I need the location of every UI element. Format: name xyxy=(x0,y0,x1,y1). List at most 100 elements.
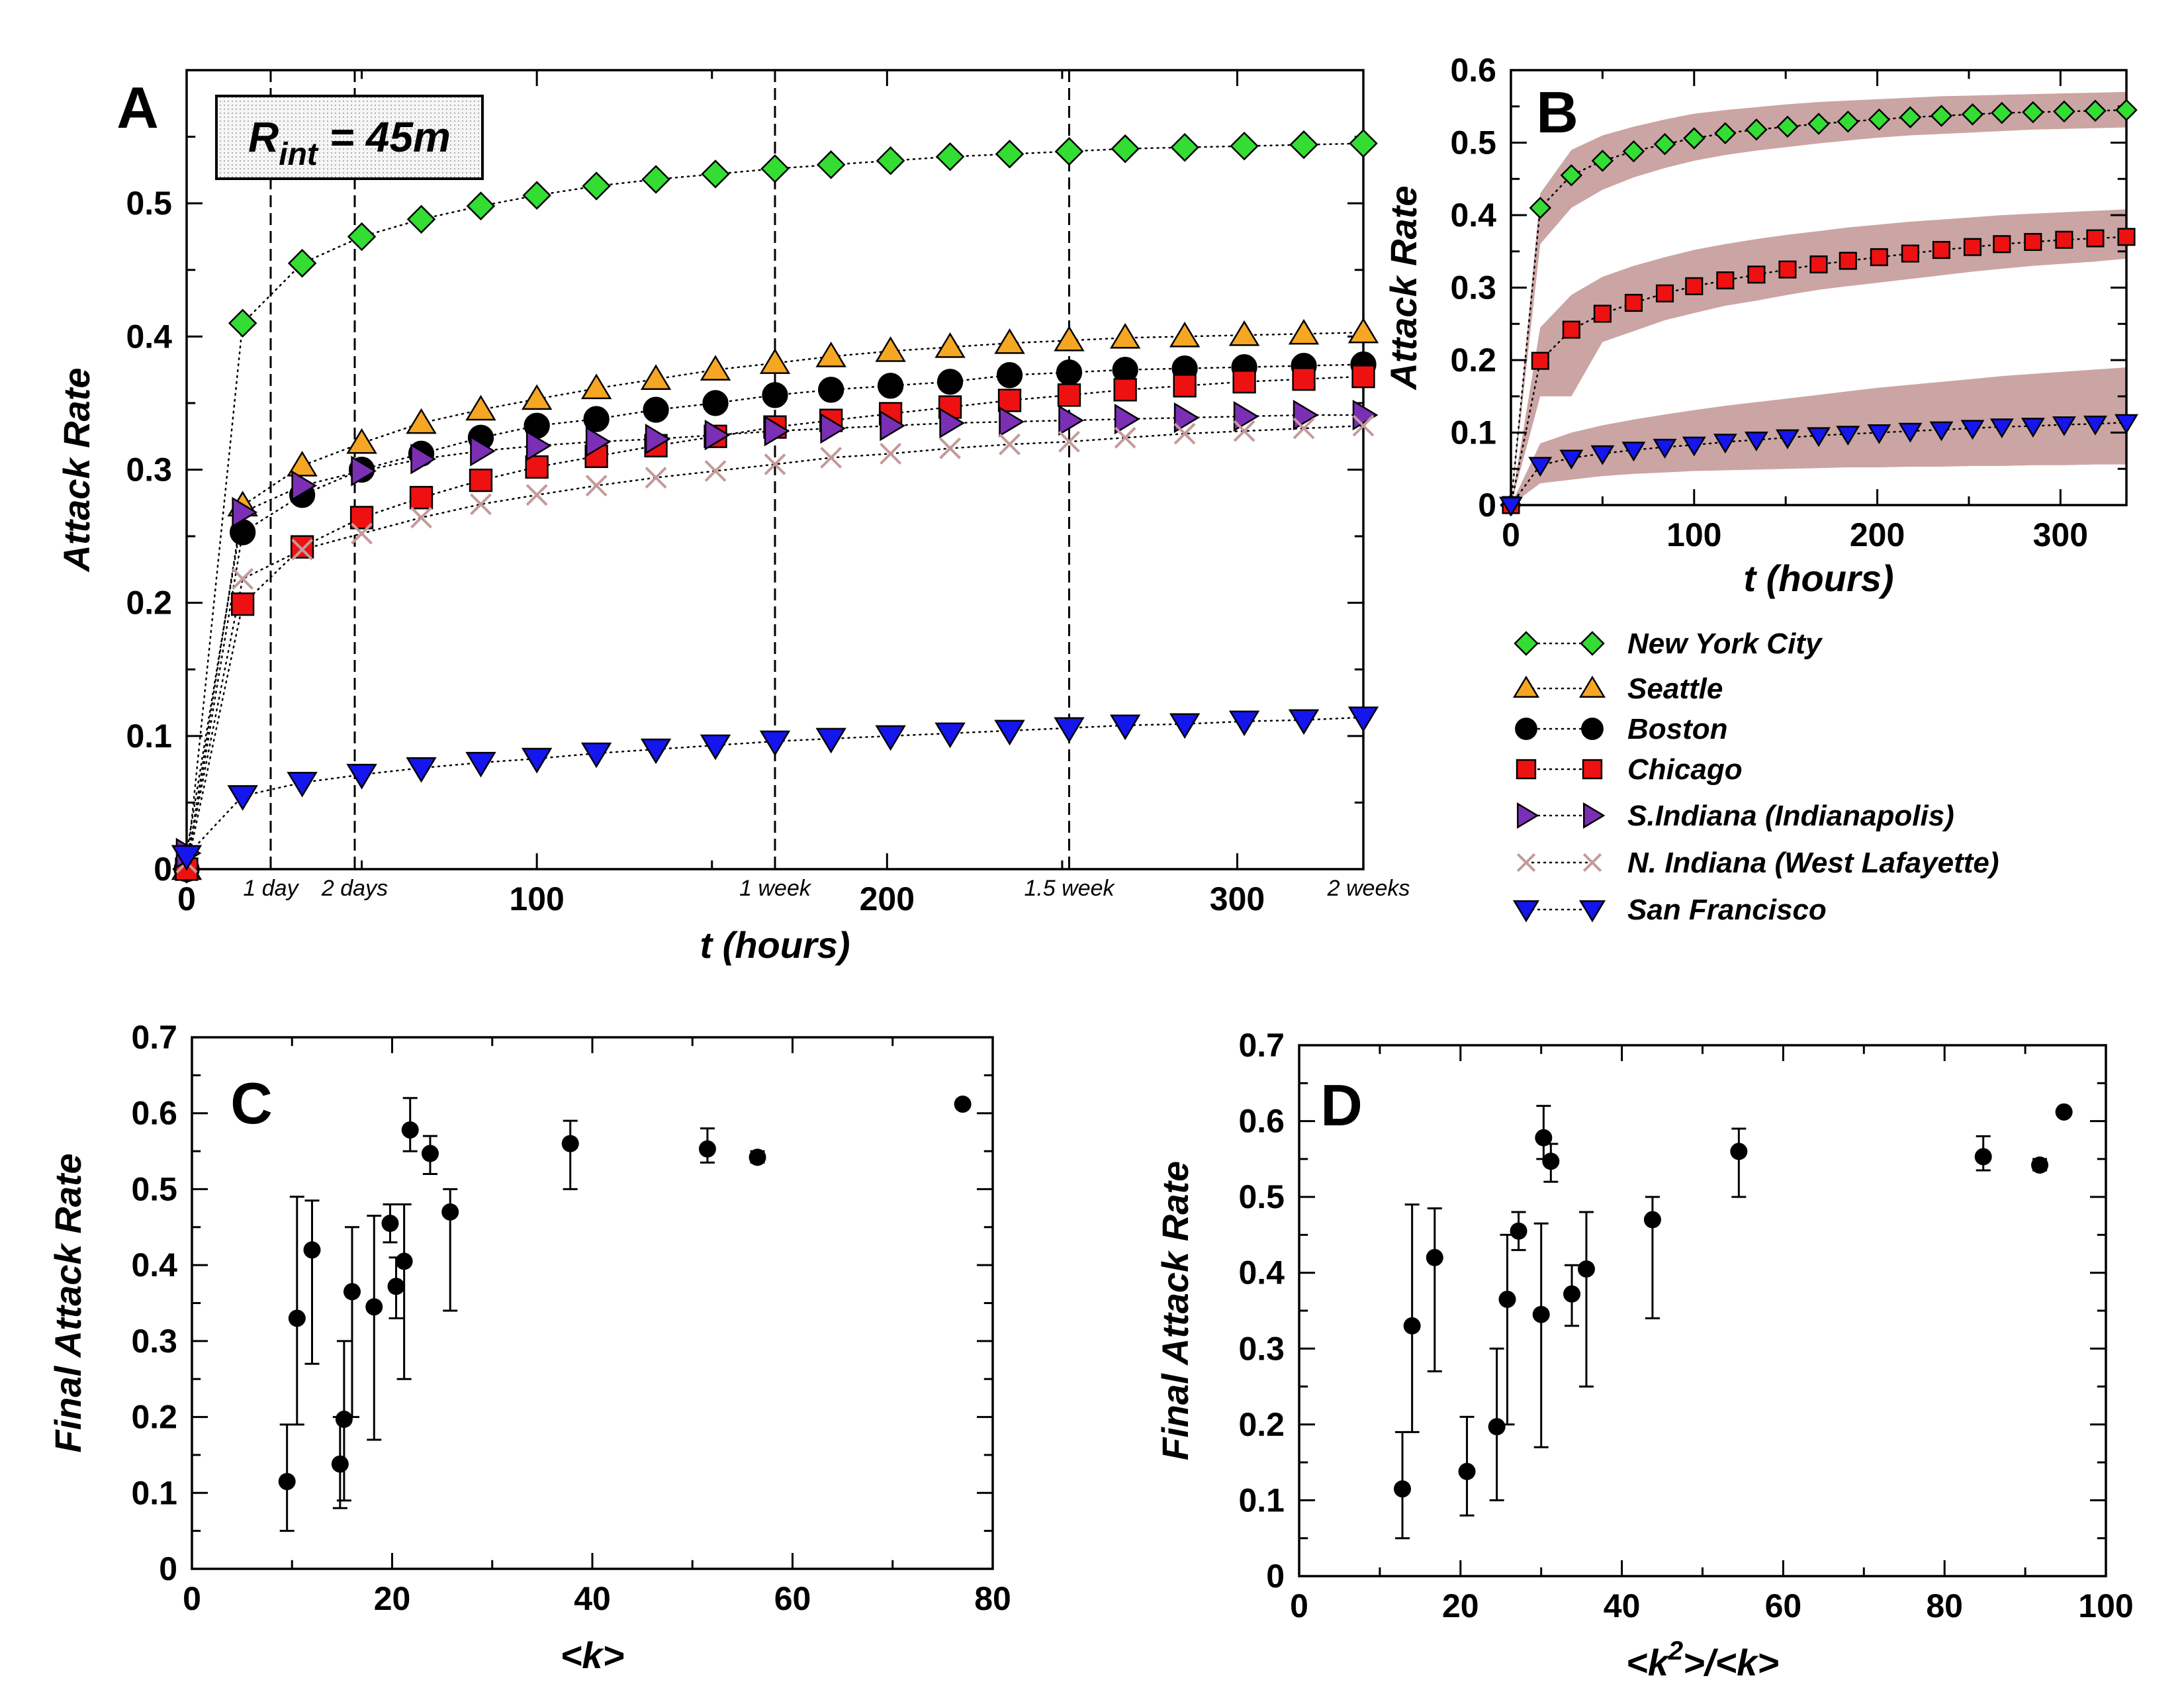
point-new-york-city xyxy=(347,222,377,252)
data-point xyxy=(343,1283,361,1301)
legend-label-seattle: Seattle xyxy=(1627,673,1723,705)
data-point xyxy=(387,1278,405,1295)
y-tick-label: 0.5 xyxy=(1450,124,1496,162)
point-san-francisco xyxy=(1807,427,1831,447)
point-chicago xyxy=(1685,277,1704,295)
point-new-york-city xyxy=(701,160,730,189)
point-n-indiana-west-lafayette xyxy=(351,522,373,545)
x-tick-label: 0 xyxy=(1502,516,1520,553)
point-boston xyxy=(643,397,669,423)
x-tick-label: 100 xyxy=(1666,516,1721,553)
point-san-francisco xyxy=(1169,713,1201,739)
point-n-indiana-west-lafayette xyxy=(1173,422,1196,445)
point-seattle xyxy=(700,355,731,381)
data-point xyxy=(2055,1103,2073,1121)
data-point xyxy=(1532,1305,1550,1323)
point-new-york-city xyxy=(816,150,846,179)
annotation-subscript: int xyxy=(279,137,319,172)
data-point xyxy=(1563,1285,1581,1303)
point-chicago xyxy=(1809,255,1828,274)
point-new-york-city xyxy=(995,139,1024,169)
point-san-francisco xyxy=(994,720,1025,746)
point-n-indiana-west-lafayette xyxy=(525,484,548,506)
y-tick-label: 0.2 xyxy=(1238,1406,1285,1443)
point-s-indiana-indianapolis xyxy=(1114,403,1140,435)
point-s-indiana-indianapolis xyxy=(820,412,846,444)
point-san-francisco xyxy=(406,757,437,783)
y-axis-label: Final Attack Rate xyxy=(1154,1161,1196,1460)
band-chicago xyxy=(1511,209,2126,505)
legend-marker-boston xyxy=(1581,718,1604,740)
point-new-york-city xyxy=(406,205,436,234)
x-tick-label: 0 xyxy=(177,880,196,917)
y-tick-label: 0 xyxy=(154,851,172,888)
data-point xyxy=(1730,1143,1748,1160)
point-new-york-city xyxy=(1560,164,1583,187)
panel-a: 1 day 2 days 1 week 1.5 week 2 weeks 0 100 200 3… xyxy=(56,69,1410,966)
point-boston xyxy=(702,390,729,416)
point-s-indiana-indianapolis xyxy=(880,410,906,442)
vline-label-2-days: 2 days xyxy=(321,876,388,901)
point-new-york-city xyxy=(1653,132,1676,156)
point-san-francisco xyxy=(1836,426,1860,446)
x-tick-label: 60 xyxy=(1765,1587,1802,1624)
point-n-indiana-west-lafayette xyxy=(410,506,432,529)
series-line-san-francisco xyxy=(185,716,1365,857)
legend-label-new-york-city: New York City xyxy=(1627,628,1823,660)
y-tick-label: 0.2 xyxy=(1450,342,1496,379)
point-seattle xyxy=(465,395,496,421)
point-seattle xyxy=(580,373,612,400)
point-s-indiana-indianapolis xyxy=(351,455,377,487)
series-line-n-indiana-west-lafayette xyxy=(185,424,1365,864)
point-san-francisco xyxy=(759,730,791,757)
point-chicago xyxy=(1232,370,1256,394)
point-s-indiana-indianapolis xyxy=(585,426,612,457)
data-point xyxy=(1394,1480,1412,1498)
point-new-york-city xyxy=(876,146,905,175)
point-san-francisco xyxy=(227,785,258,811)
y-tick-label: 0.3 xyxy=(131,1323,177,1360)
point-new-york-city xyxy=(1991,101,2013,124)
point-san-francisco xyxy=(1744,431,1768,451)
legend-marker-new-york-city xyxy=(1514,631,1539,656)
point-n-indiana-west-lafayette xyxy=(585,475,608,497)
point-san-francisco xyxy=(2115,414,2138,434)
annotation-box xyxy=(215,95,484,180)
legend-label-n-indiana-west-lafayette: N. Indiana (West Lafayette) xyxy=(1627,847,1999,879)
x-axis-label-sup: 2 xyxy=(1668,1636,1683,1665)
point-chicago xyxy=(997,389,1022,412)
point-new-york-city xyxy=(1837,110,1860,133)
point-chicago xyxy=(409,486,433,510)
data-point xyxy=(331,1455,349,1473)
point-s-indiana-indianapolis xyxy=(704,419,731,451)
point-seattle xyxy=(346,428,377,454)
legend-label-s-indiana-indianapolis: S.Indiana (Indianapolis) xyxy=(1627,800,1954,832)
point-san-francisco xyxy=(934,722,966,749)
point-s-indiana-indianapolis xyxy=(1233,400,1259,432)
point-new-york-city xyxy=(1591,150,1614,172)
x-tick-label: 0 xyxy=(183,1580,201,1617)
data-point xyxy=(1403,1317,1421,1335)
y-tick-label: 0.2 xyxy=(126,585,172,622)
point-n-indiana-west-lafayette xyxy=(999,433,1021,455)
point-seattle xyxy=(1054,325,1085,352)
vline-label-1-week: 1 week xyxy=(739,876,812,901)
y-tick-label: 0.1 xyxy=(1450,414,1496,451)
data-point xyxy=(1535,1129,1553,1147)
x-tick-label: 40 xyxy=(1604,1587,1641,1624)
point-chicago xyxy=(2024,232,2042,252)
data-point xyxy=(278,1473,296,1491)
point-new-york-city xyxy=(1745,118,1768,141)
legend-marker-n-indiana-west-lafayette xyxy=(1516,853,1536,872)
y-tick-label: 0.6 xyxy=(1450,52,1496,89)
point-seattle xyxy=(1228,320,1260,346)
point-new-york-city xyxy=(228,308,257,338)
point-new-york-city xyxy=(1622,140,1645,163)
data-point xyxy=(335,1411,353,1429)
y-tick-label: 0 xyxy=(1266,1558,1285,1595)
legend-marker-seattle xyxy=(1578,675,1606,698)
point-boston xyxy=(583,406,610,432)
point-new-york-city xyxy=(1683,127,1706,150)
point-san-francisco xyxy=(640,738,672,765)
